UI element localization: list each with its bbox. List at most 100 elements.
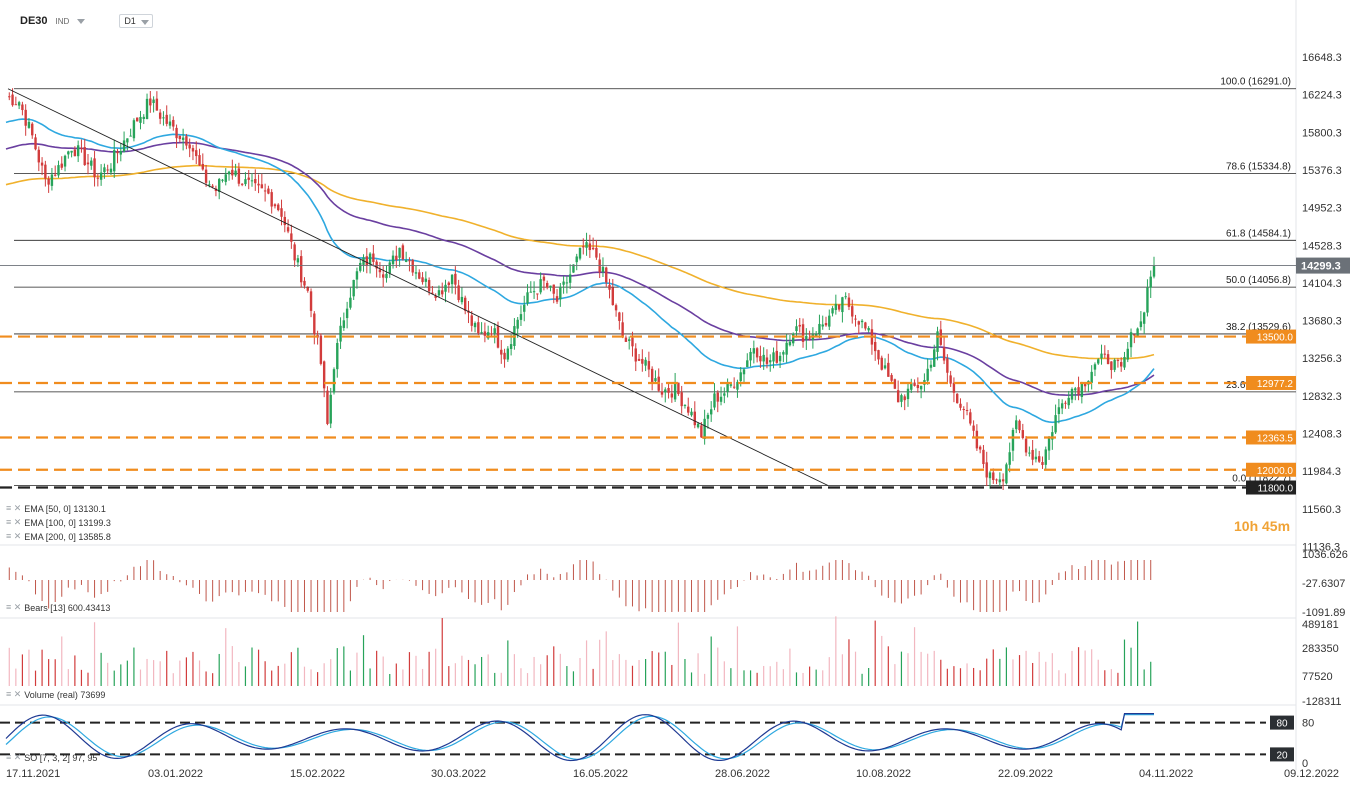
fib-label: 38.2 (13529.6) bbox=[1226, 322, 1291, 333]
candle-body bbox=[552, 284, 555, 294]
candle-body bbox=[529, 291, 532, 293]
candle-body bbox=[460, 296, 464, 303]
candle-body bbox=[290, 233, 293, 242]
candle-body bbox=[890, 375, 893, 381]
candle-body bbox=[375, 261, 378, 269]
candle-body bbox=[454, 273, 457, 285]
candle-body bbox=[204, 169, 208, 183]
candle-body bbox=[355, 271, 359, 280]
date-tick-label: 28.06.2022 bbox=[715, 768, 770, 780]
price-tick-label: 12832.3 bbox=[1302, 391, 1342, 403]
candle-body bbox=[273, 204, 277, 207]
candle-body bbox=[447, 282, 450, 286]
price-tick-label: 14104.3 bbox=[1302, 278, 1342, 290]
candle-body bbox=[749, 351, 752, 361]
legend-settings-icon[interactable]: ≡ ✕ bbox=[6, 602, 22, 612]
level-tag-label: 12000.0 bbox=[1257, 466, 1294, 477]
legend-settings-icon[interactable]: ≡ ✕ bbox=[6, 503, 22, 513]
price-tick-label: 16648.3 bbox=[1302, 52, 1342, 64]
candle-body bbox=[139, 116, 142, 123]
candle-body bbox=[103, 167, 106, 173]
candle-body bbox=[516, 319, 519, 329]
candle-body bbox=[40, 162, 44, 166]
legend-settings-icon[interactable]: ≡ ✕ bbox=[6, 517, 22, 527]
candle-body bbox=[949, 375, 952, 384]
candle-body bbox=[762, 354, 765, 362]
timeframe-select[interactable]: D1 bbox=[119, 14, 153, 28]
legend-settings-icon[interactable]: ≡ ✕ bbox=[6, 531, 22, 541]
candle-body bbox=[795, 326, 798, 332]
candle-body bbox=[27, 121, 31, 128]
candle-body bbox=[893, 379, 897, 389]
candle-body bbox=[595, 247, 598, 258]
so-level-label: 80 bbox=[1276, 719, 1288, 730]
candle-body bbox=[80, 147, 83, 149]
candle-body bbox=[136, 117, 139, 122]
candle-body bbox=[31, 123, 34, 136]
legend-bears[interactable]: ≡ ✕ Bears [13] 600.43413 bbox=[6, 602, 111, 613]
candle-body bbox=[690, 411, 693, 416]
candle-body bbox=[503, 352, 506, 360]
price-tick-label: 13256.3 bbox=[1302, 353, 1342, 365]
legend-ema50[interactable]: ≡ ✕ EMA [50, 0] 13130.1 bbox=[6, 503, 106, 514]
candle-body bbox=[368, 253, 372, 265]
candle-body bbox=[752, 348, 756, 354]
legend-settings-icon[interactable]: ≡ ✕ bbox=[6, 689, 22, 699]
candle-body bbox=[785, 342, 788, 355]
legend-ema100[interactable]: ≡ ✕ EMA [100, 0] 13199.3 bbox=[6, 517, 111, 528]
candle-body bbox=[742, 369, 746, 375]
candle-body bbox=[1080, 383, 1084, 397]
candle-body bbox=[831, 308, 834, 314]
legend-ema200[interactable]: ≡ ✕ EMA [200, 0] 13585.8 bbox=[6, 531, 111, 542]
candle-body bbox=[1041, 462, 1044, 465]
candle-body bbox=[70, 150, 73, 153]
level-tag bbox=[1246, 480, 1296, 495]
candle-body bbox=[726, 383, 729, 392]
candle-body bbox=[260, 184, 264, 189]
candle-body bbox=[585, 242, 588, 248]
candle-body bbox=[1008, 452, 1011, 465]
candle-body bbox=[723, 393, 726, 396]
candle-body bbox=[1139, 321, 1143, 328]
candle-body bbox=[978, 446, 982, 450]
candle-body bbox=[536, 293, 539, 295]
candle-body bbox=[1051, 432, 1054, 440]
candle-body bbox=[1034, 456, 1038, 460]
candle-body bbox=[277, 204, 280, 211]
candle-body bbox=[329, 394, 332, 424]
symbol-label[interactable]: DE30 bbox=[20, 15, 48, 27]
so-signal-line bbox=[5, 714, 1154, 760]
candle-body bbox=[962, 408, 965, 410]
price-tick-label: 11560.3 bbox=[1302, 504, 1341, 516]
candle-body bbox=[1126, 348, 1129, 360]
candle-body bbox=[834, 303, 838, 311]
price-tick-label: 15800.3 bbox=[1302, 127, 1342, 139]
candle-body bbox=[165, 114, 168, 124]
candle-body bbox=[562, 281, 565, 285]
bears-tick-label: -27.6307 bbox=[1302, 578, 1345, 590]
candle-body bbox=[854, 318, 857, 320]
candle-body bbox=[431, 292, 434, 294]
date-tick-label: 30.03.2022 bbox=[431, 768, 486, 780]
candle-body bbox=[270, 192, 273, 207]
legend-volume[interactable]: ≡ ✕ Volume (real) 73699 bbox=[6, 689, 106, 700]
candle-body bbox=[14, 104, 18, 106]
candle-body bbox=[286, 227, 290, 232]
candle-body bbox=[736, 381, 739, 390]
candle-body bbox=[546, 282, 549, 288]
candle-body bbox=[391, 255, 395, 265]
candle-body bbox=[916, 384, 920, 389]
candle-body bbox=[608, 285, 611, 290]
candle-body bbox=[201, 163, 204, 170]
candle-body bbox=[837, 304, 841, 310]
ema200-line bbox=[5, 164, 1155, 360]
exchange-label: IND bbox=[55, 16, 70, 26]
legend-settings-icon[interactable]: ≡ ✕ bbox=[6, 752, 22, 762]
symbol-dropdown-icon[interactable] bbox=[77, 18, 86, 24]
candle-body bbox=[1120, 362, 1123, 367]
candle-body bbox=[464, 297, 467, 311]
candle-body bbox=[654, 378, 657, 382]
legend-so[interactable]: ≡ ✕ SO [7, 3, 2] 97, 95 bbox=[6, 752, 98, 763]
candle-body bbox=[175, 127, 178, 139]
